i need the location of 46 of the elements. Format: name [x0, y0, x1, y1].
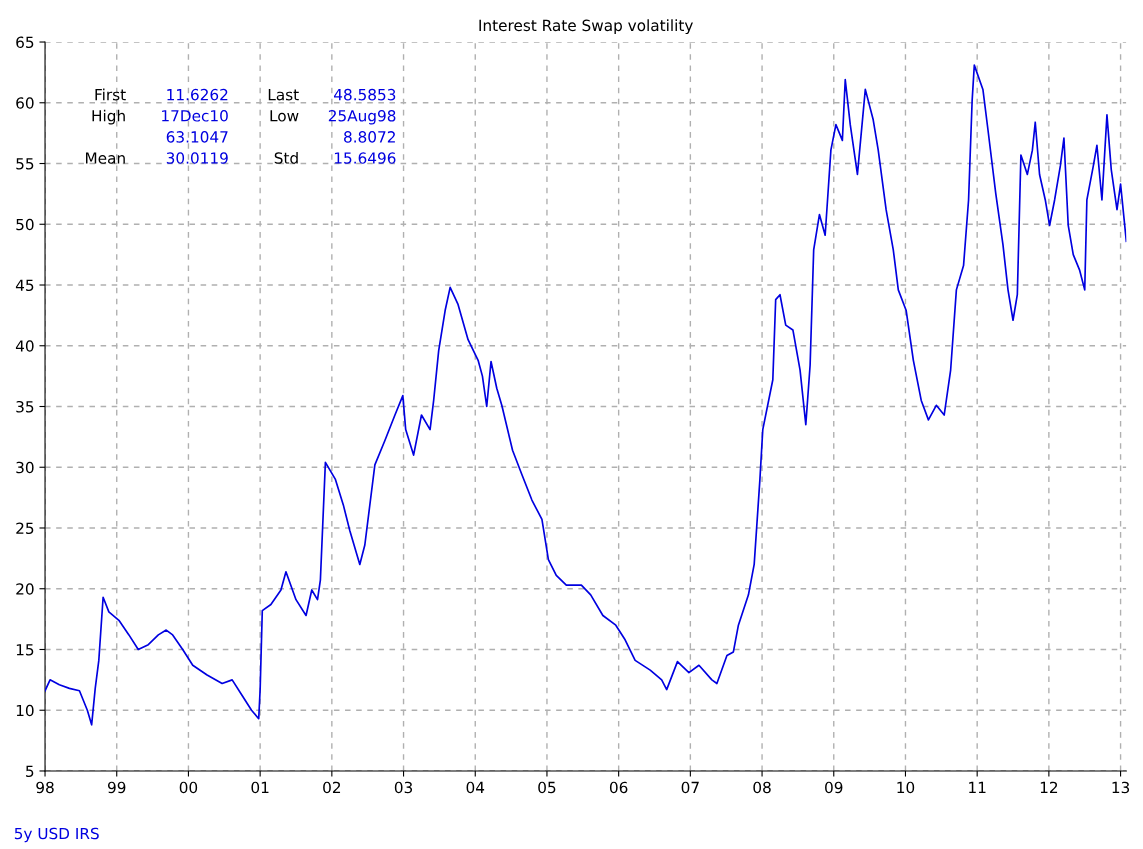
annotation: 48.5853: [334, 88, 396, 101]
y-tick-label: 35: [16, 400, 34, 413]
x-tick-label: 10: [897, 781, 915, 794]
x-tick-label: 06: [609, 781, 628, 794]
y-tick-label: 15: [16, 644, 34, 656]
annotation: Std: [274, 151, 298, 164]
annotation: 15.6496: [334, 152, 396, 164]
annotation: 30.0119: [166, 152, 228, 164]
annotation: 25Aug98: [328, 109, 396, 125]
text: 5y USD IRS: [14, 827, 99, 843]
line-series: [45, 64, 1127, 726]
annotation: 17Dec10: [162, 109, 228, 122]
x-tick-label: 98: [36, 781, 54, 794]
y-tick-label: 5: [26, 765, 34, 777]
x-tick-label: 08: [753, 781, 771, 794]
x-tick-label: 00: [179, 781, 198, 794]
x-tick-label: 12: [1040, 781, 1058, 793]
chart-title: Interest Rate Swap volatility: [479, 19, 693, 35]
y-tick-label: 45: [15, 279, 34, 292]
annotation: First: [95, 88, 126, 101]
x-tick-label: 04: [466, 781, 485, 794]
annotation: 8.8072: [344, 131, 395, 143]
x-tick-label: 05: [538, 781, 556, 794]
x-tick-label: 01: [251, 781, 269, 794]
x-tick-label: 11: [969, 781, 986, 793]
annotation: 63.1047: [166, 131, 228, 143]
y-tick-label: 10: [16, 704, 34, 717]
x-tick-label: 03: [394, 781, 413, 794]
y-tick-label: 50: [16, 218, 34, 231]
y-tick-label: 40: [15, 340, 34, 352]
y-tick-label: 55: [16, 158, 34, 170]
annotation: Last: [268, 89, 299, 101]
annotation: High: [92, 109, 125, 125]
annotation: 11.6262: [167, 88, 228, 101]
y-tick-label: 30: [16, 461, 34, 474]
x-tick-label: 02: [323, 781, 341, 794]
y-tick-label: 20: [16, 583, 34, 595]
annotation: Mean: [86, 152, 125, 164]
y-tick-label: 60: [16, 97, 34, 109]
y-tick-label: 65: [16, 36, 34, 49]
x-tick-label: 99: [107, 781, 126, 794]
x-tick-label: 07: [681, 781, 699, 794]
x-tick-label: 13: [1112, 781, 1130, 794]
y-tick-label: 25: [16, 522, 34, 535]
x-tick-label: 09: [825, 781, 843, 794]
annotation: Low: [270, 110, 299, 122]
